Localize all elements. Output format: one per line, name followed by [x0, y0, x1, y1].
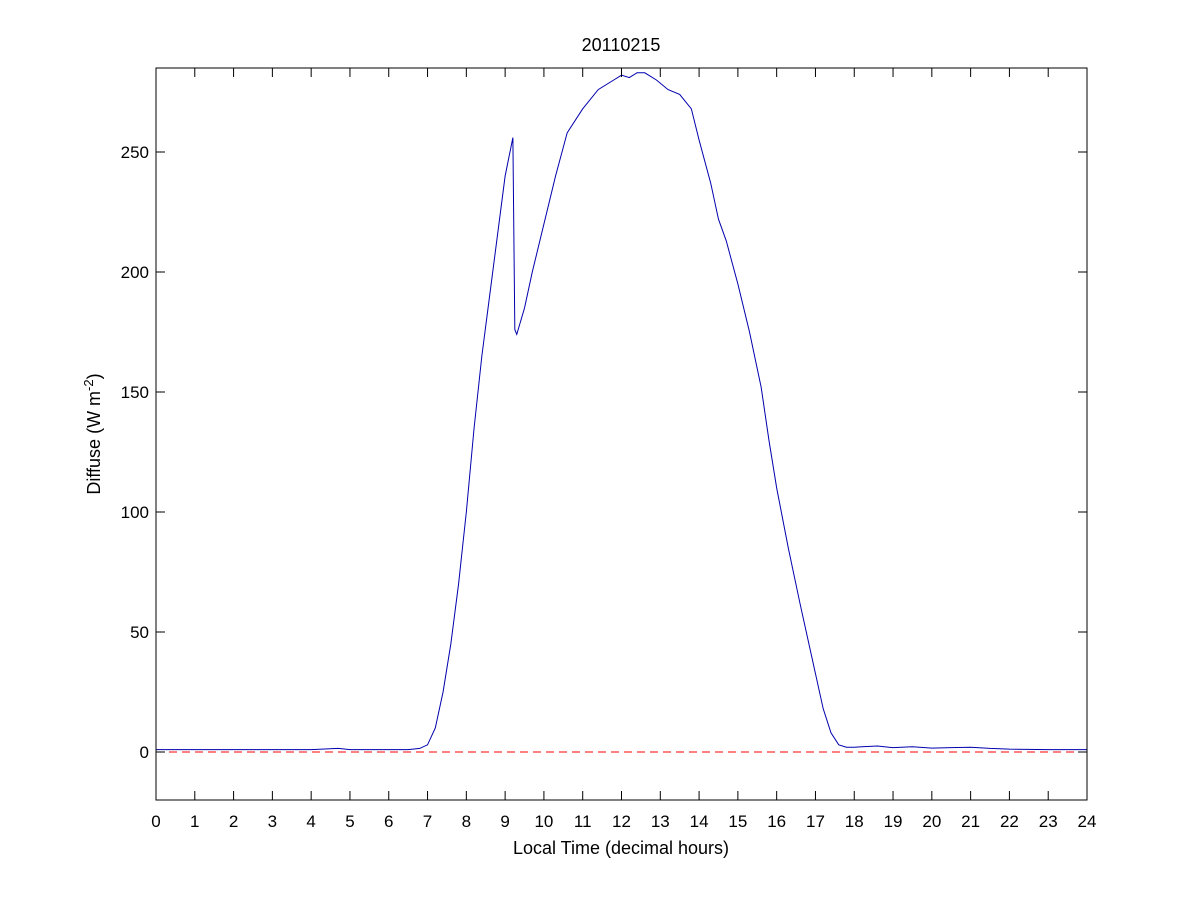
- x-tick-label: 17: [806, 812, 825, 831]
- x-tick-label: 22: [1000, 812, 1019, 831]
- x-tick-label: 4: [306, 812, 315, 831]
- x-tick-label: 21: [961, 812, 980, 831]
- y-axis-label-main: Diffuse (W m: [84, 391, 104, 495]
- y-tick-label: 250: [121, 143, 149, 162]
- y-axis-label-superscript: -2: [81, 379, 96, 391]
- x-tick-label: 10: [534, 812, 553, 831]
- x-tick-label: 19: [884, 812, 903, 831]
- x-tick-label: 9: [500, 812, 509, 831]
- y-tick-label: 0: [140, 743, 149, 762]
- x-tick-label: 20: [922, 812, 941, 831]
- plot-background: [156, 68, 1087, 800]
- x-tick-label: 3: [268, 812, 277, 831]
- x-tick-label: 15: [728, 812, 747, 831]
- x-tick-label: 1: [190, 812, 199, 831]
- ticks-layer: 0 1 2 3 4 5 6 7 8 9 10 11 12 13 14 15 16 17 18 19 20 21 22 23 24…: [121, 68, 1097, 831]
- x-axis-label: Local Time (decimal hours): [513, 838, 729, 858]
- x-tick-label: 6: [384, 812, 393, 831]
- series-layer: [156, 72, 1087, 753]
- x-tick-label: 7: [423, 812, 432, 831]
- plot-frame: [155, 67, 1088, 801]
- y-tick-label: 100: [121, 503, 149, 522]
- x-tick-label: 2: [229, 812, 238, 831]
- x-tick-label: 5: [345, 812, 354, 831]
- x-tick-label: 23: [1039, 812, 1058, 831]
- x-tick-label: 11: [574, 812, 592, 831]
- chart-title: 20110215: [582, 35, 661, 55]
- x-tick-label: 12: [612, 812, 631, 831]
- y-tick-label: 50: [130, 623, 149, 642]
- diffuse-series-line: [156, 72, 1087, 751]
- x-tick-label: 8: [462, 812, 471, 831]
- y-axis-label-suffix: ): [84, 373, 104, 379]
- x-tick-label: 14: [690, 812, 709, 831]
- x-tick-label: 0: [151, 812, 160, 831]
- x-tick-label: 18: [845, 812, 864, 831]
- x-tick-label: 13: [651, 812, 670, 831]
- x-tick-label: 24: [1078, 812, 1097, 831]
- y-axis-label: Diffuse (W m-2): [81, 373, 105, 494]
- x-tick-label: 16: [767, 812, 786, 831]
- y-tick-label: 150: [121, 383, 149, 402]
- y-tick-label: 200: [121, 263, 149, 282]
